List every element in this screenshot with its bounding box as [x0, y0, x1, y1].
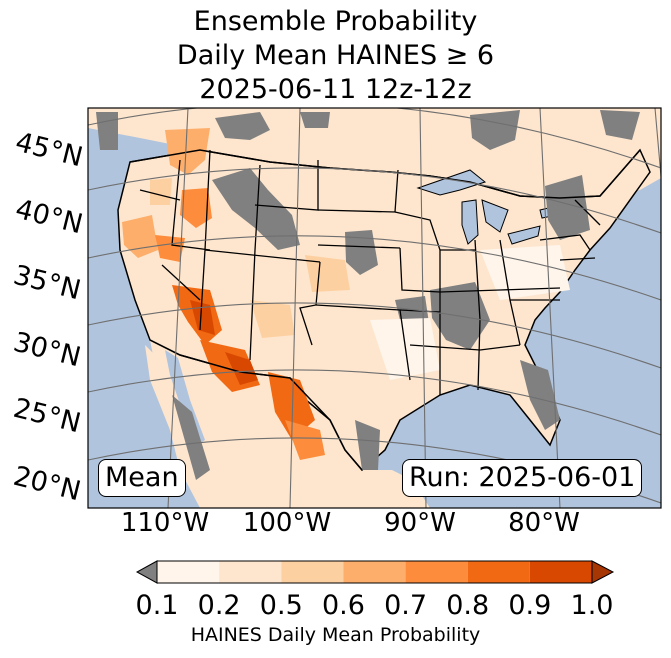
title-line-3: 2025-06-11 12z-12z [199, 74, 472, 105]
run-date-badge: Run: 2025-06-01 [402, 459, 643, 497]
colorbar-tick-label: 0.5 [259, 590, 303, 621]
colorbar-tick-label: 0.8 [446, 590, 490, 621]
probability-map: 45°N 40°N 35°N 30°N 25°N 20°N 110°W 100°… [10, 107, 662, 538]
no-data-patches [96, 110, 640, 480]
colorbar-frame [156, 560, 593, 584]
mexico-border [149, 339, 363, 471]
colorbar-bin [343, 561, 406, 583]
colorbar-bin [219, 561, 282, 583]
colorbar-bins [157, 561, 592, 583]
great-lakes [416, 169, 566, 245]
colorbar-tick-label: 1.0 [570, 590, 614, 621]
colorbar-bin [467, 561, 530, 583]
colorbar-label: HAINES Daily Mean Probability [190, 624, 481, 646]
colorbar-bin [529, 561, 592, 583]
colorbar-tick-label: 0.1 [135, 590, 179, 621]
lon-label-110: 110°W [121, 508, 209, 538]
canada-border [129, 149, 641, 199]
colorbar-bin [281, 561, 344, 583]
colorbar-bin [405, 561, 468, 583]
title-line-1: Ensemble Probability [193, 6, 478, 37]
colorbar-bin [157, 561, 220, 583]
colorbar-tick-label: 0.9 [508, 590, 552, 621]
lon-label-100: 100°W [243, 508, 331, 538]
colorbar-tick-label: 0.7 [384, 590, 428, 621]
lon-label-90: 90°W [384, 508, 456, 538]
colorbar-over-arrow [591, 560, 615, 584]
map-frame [87, 107, 662, 509]
colorbar-under-arrow [135, 560, 158, 584]
lon-label-80: 80°W [508, 508, 580, 538]
title-line-2: Daily Mean HAINES ≥ 6 [176, 40, 495, 71]
colorbar-tick-label: 0.6 [321, 590, 365, 621]
colorbar-tick-label: 0.2 [197, 590, 241, 621]
mean-badge: Mean [98, 459, 186, 497]
